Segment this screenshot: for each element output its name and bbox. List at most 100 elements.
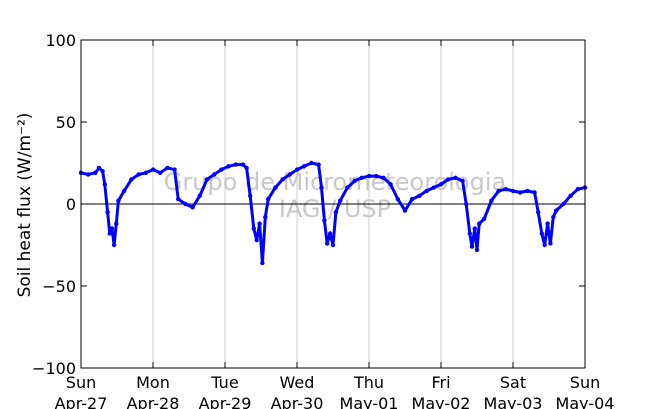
- data-point: [273, 185, 278, 190]
- y-axis: −100 −50 0 50 100: [32, 31, 585, 378]
- data-point: [251, 226, 256, 231]
- y-axis-label: Soil heat flux (W/m⁻²): [15, 113, 35, 298]
- data-point: [472, 226, 477, 231]
- x-tick-label-date: Apr-27: [55, 394, 108, 409]
- data-point: [322, 218, 327, 223]
- data-point: [345, 185, 350, 190]
- data-point: [114, 221, 119, 226]
- data-point: [244, 165, 249, 171]
- data-point: [410, 196, 415, 202]
- data-point: [263, 214, 268, 220]
- data-point: [333, 210, 339, 215]
- data-point: [536, 210, 541, 215]
- x-tick-label-date: Apr-29: [199, 394, 252, 409]
- data-point: [102, 182, 108, 187]
- data-point: [561, 201, 566, 207]
- data-point: [554, 208, 559, 213]
- data-point: [143, 170, 148, 175]
- data-point: [366, 173, 372, 179]
- data-point: [525, 188, 530, 194]
- data-point: [453, 175, 458, 180]
- data-point: [316, 162, 321, 167]
- data-point: [197, 193, 202, 198]
- data-point: [219, 167, 224, 172]
- x-tick-label-date: Apr-30: [271, 394, 324, 409]
- y-tick-label: 50: [56, 113, 76, 132]
- data-point: [327, 231, 333, 236]
- x-tick-label-date: May-04: [556, 394, 615, 409]
- x-tick-label-date: May-01: [340, 394, 399, 409]
- data-point: [190, 205, 195, 210]
- data-point: [510, 188, 516, 194]
- data-point: [469, 244, 475, 249]
- y-tick-label: 100: [45, 31, 76, 50]
- data-point: [248, 193, 253, 198]
- data-point: [464, 201, 469, 207]
- data-point: [122, 188, 127, 194]
- data-point: [489, 198, 494, 203]
- x-tick-label-day: Sat: [500, 373, 526, 392]
- data-point: [417, 193, 422, 198]
- series-group: [78, 160, 588, 266]
- data-point: [233, 162, 238, 167]
- watermark-line-1: Grupo de Micrometeorologia: [164, 168, 506, 196]
- data-point: [352, 178, 357, 184]
- data-point: [294, 167, 300, 172]
- x-tick-label-day: Sun: [66, 373, 96, 392]
- data-point: [287, 172, 292, 177]
- x-tick-label-day: Mon: [136, 373, 170, 392]
- data-point: [176, 196, 181, 202]
- data-point: [136, 172, 141, 177]
- data-point: [226, 164, 231, 169]
- data-point: [240, 162, 246, 167]
- x-tick-label-day: Thu: [353, 373, 384, 392]
- data-point: [446, 177, 451, 182]
- x-tick-label-day: Tue: [210, 373, 238, 392]
- data-point: [388, 182, 393, 187]
- series-line: [79, 161, 587, 265]
- data-point: [568, 193, 573, 198]
- data-point: [319, 185, 324, 190]
- data-point: [374, 173, 379, 179]
- data-point: [330, 242, 336, 248]
- data-point: [212, 172, 217, 177]
- data-point: [539, 231, 544, 236]
- data-point: [496, 188, 501, 194]
- data-point: [111, 242, 117, 248]
- data-point: [257, 221, 262, 226]
- data-point: [474, 247, 480, 253]
- x-tick-label-date: May-02: [412, 394, 471, 409]
- data-point: [165, 165, 170, 171]
- data-point: [424, 188, 429, 194]
- y-tick-label: −100: [32, 359, 76, 378]
- data-point: [107, 231, 113, 236]
- x-tick-label-date: May-03: [484, 394, 543, 409]
- data-point: [100, 169, 105, 174]
- data-point: [280, 177, 285, 182]
- data-point: [395, 196, 400, 202]
- data-point: [575, 187, 580, 192]
- data-point: [325, 241, 330, 246]
- data-point: [503, 187, 508, 192]
- data-point: [359, 175, 364, 180]
- data-point: [338, 198, 343, 203]
- data-point: [105, 210, 110, 215]
- data-point: [309, 160, 314, 166]
- data-point: [204, 177, 210, 182]
- data-point: [548, 241, 553, 246]
- data-point: [302, 164, 307, 169]
- data-point: [551, 214, 556, 220]
- data-point: [254, 237, 259, 243]
- data-point: [545, 221, 550, 226]
- data-point: [86, 172, 91, 177]
- data-point: [260, 260, 265, 266]
- data-point: [266, 196, 271, 202]
- data-point: [542, 242, 547, 248]
- data-point: [183, 201, 188, 207]
- data-point: [518, 190, 523, 195]
- data-point: [116, 198, 121, 203]
- data-point: [109, 226, 115, 231]
- data-point: [438, 182, 444, 187]
- data-point: [532, 190, 537, 195]
